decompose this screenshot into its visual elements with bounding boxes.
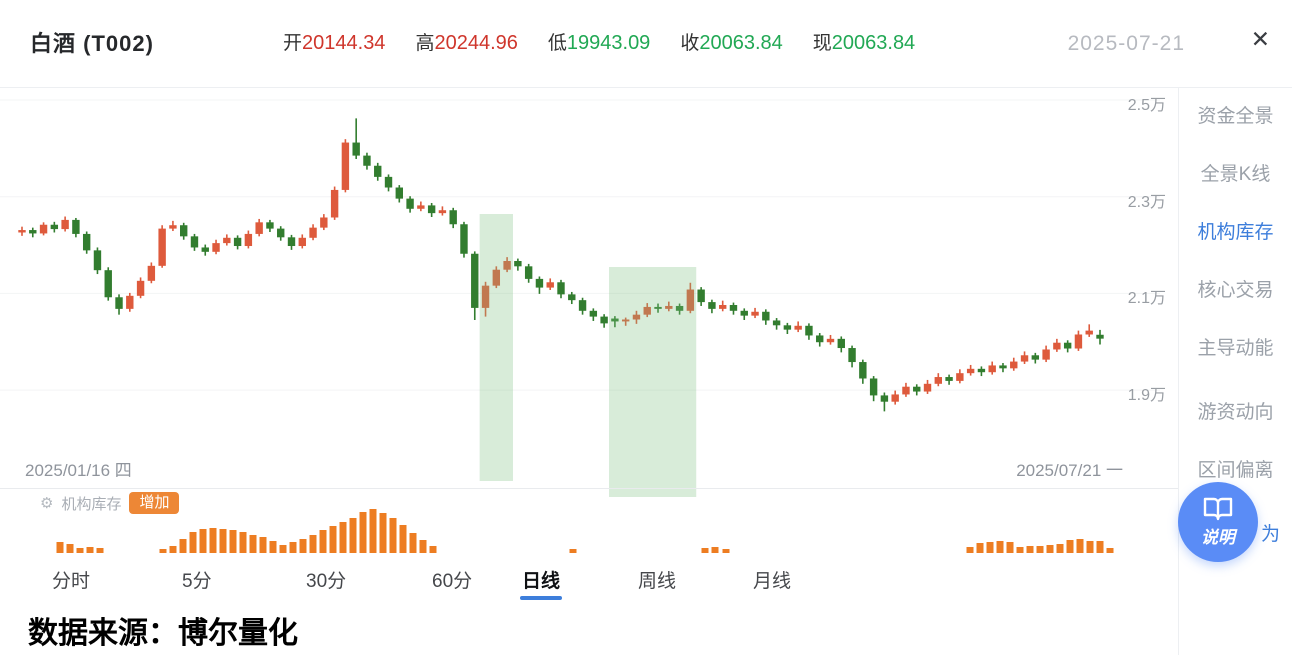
timeframe-tabs: 分时 5分 30分 60分 日线 周线 月线	[0, 560, 1178, 602]
sidebar-item-主导动能[interactable]: 主导动能	[1197, 338, 1274, 359]
sidebar-item-区间偏离[interactable]: 区间偏离	[1197, 460, 1274, 481]
sidebar-item-核心交易[interactable]: 核心交易	[1197, 280, 1274, 301]
quote-label: 收	[680, 33, 700, 54]
y-axis-tick: 2.3万	[1127, 194, 1166, 211]
close-icon[interactable]: ✕	[1250, 26, 1270, 52]
quote-label: 高	[415, 33, 435, 54]
quote-value: 19943.09	[566, 32, 651, 54]
sidebar-item-机构库存[interactable]: 机构库存	[1197, 222, 1274, 243]
header-divider	[0, 87, 1292, 88]
quote-item: 开 20144.34	[283, 28, 385, 55]
quote-item: 收 20063.84	[680, 28, 782, 55]
inventory-histogram	[56, 509, 1114, 553]
page-title: 白酒 (T002)	[30, 31, 154, 56]
quote-value: 20244.96	[434, 32, 518, 54]
ohlc-quote-row: 开 20144.34 高 20244.96 低 19943.09 收 20063.84 现 200…	[283, 28, 915, 55]
book-icon	[1203, 497, 1233, 521]
sidebar-item-全景K线[interactable]: 全景K线	[1200, 164, 1271, 185]
tab-5分[interactable]: 5分	[182, 571, 212, 592]
quote-item: 高 20244.96	[415, 28, 517, 55]
highlight-band	[479, 214, 513, 481]
quote-label: 现	[812, 33, 832, 54]
x-axis-end-label: 2025/07/21 一	[1016, 461, 1123, 480]
gear-icon[interactable]: ⚙	[40, 495, 54, 512]
sidebar-item-为[interactable]: 为	[1260, 524, 1280, 545]
quote-label: 开	[283, 33, 303, 54]
candlestick-chart[interactable]	[0, 88, 1178, 500]
tab-30分[interactable]: 30分	[306, 571, 347, 592]
quote-item: 低 19943.09	[548, 28, 650, 55]
y-axis-tick: 2.1万	[1127, 290, 1166, 307]
quote-item: 现 20063.84	[813, 28, 915, 55]
quote-date: 2025-07-21	[1067, 32, 1185, 55]
y-axis-tick: 1.9万	[1127, 387, 1166, 404]
tab-月线[interactable]: 月线	[753, 571, 792, 592]
quote-label: 低	[547, 33, 567, 54]
sidebar-divider	[1178, 88, 1179, 655]
highlight-band	[609, 267, 697, 497]
y-axis-tick: 2.5万	[1127, 97, 1166, 114]
tab-分时[interactable]: 分时	[52, 571, 91, 592]
tab-周线[interactable]: 周线	[638, 571, 677, 592]
help-button-label: 说明	[1201, 528, 1235, 547]
sidebar-item-游资动向[interactable]: 游资动向	[1197, 402, 1274, 423]
help-button[interactable]: 说明	[1178, 482, 1258, 562]
sidebar-item-资金全景[interactable]: 资金全景	[1197, 106, 1274, 127]
quote-value: 20063.84	[831, 32, 916, 54]
chart-divider	[0, 488, 1178, 489]
tab-日线[interactable]: 日线	[520, 566, 562, 600]
active-tab-underline	[520, 596, 562, 600]
x-axis-start-label: 2025/01/16 四	[25, 461, 132, 480]
status-badge: 增加	[129, 492, 180, 514]
quote-value: 20144.34	[302, 32, 386, 54]
tab-60分[interactable]: 60分	[432, 571, 473, 592]
quote-value: 20063.84	[699, 32, 783, 54]
data-source-text: 数据来源：博尔量化	[28, 617, 298, 650]
sidebar: 资金全景全景K线机构库存核心交易主导动能游资动向区间偏离为	[1179, 88, 1292, 670]
subchart-label: 机构库存	[61, 495, 122, 513]
